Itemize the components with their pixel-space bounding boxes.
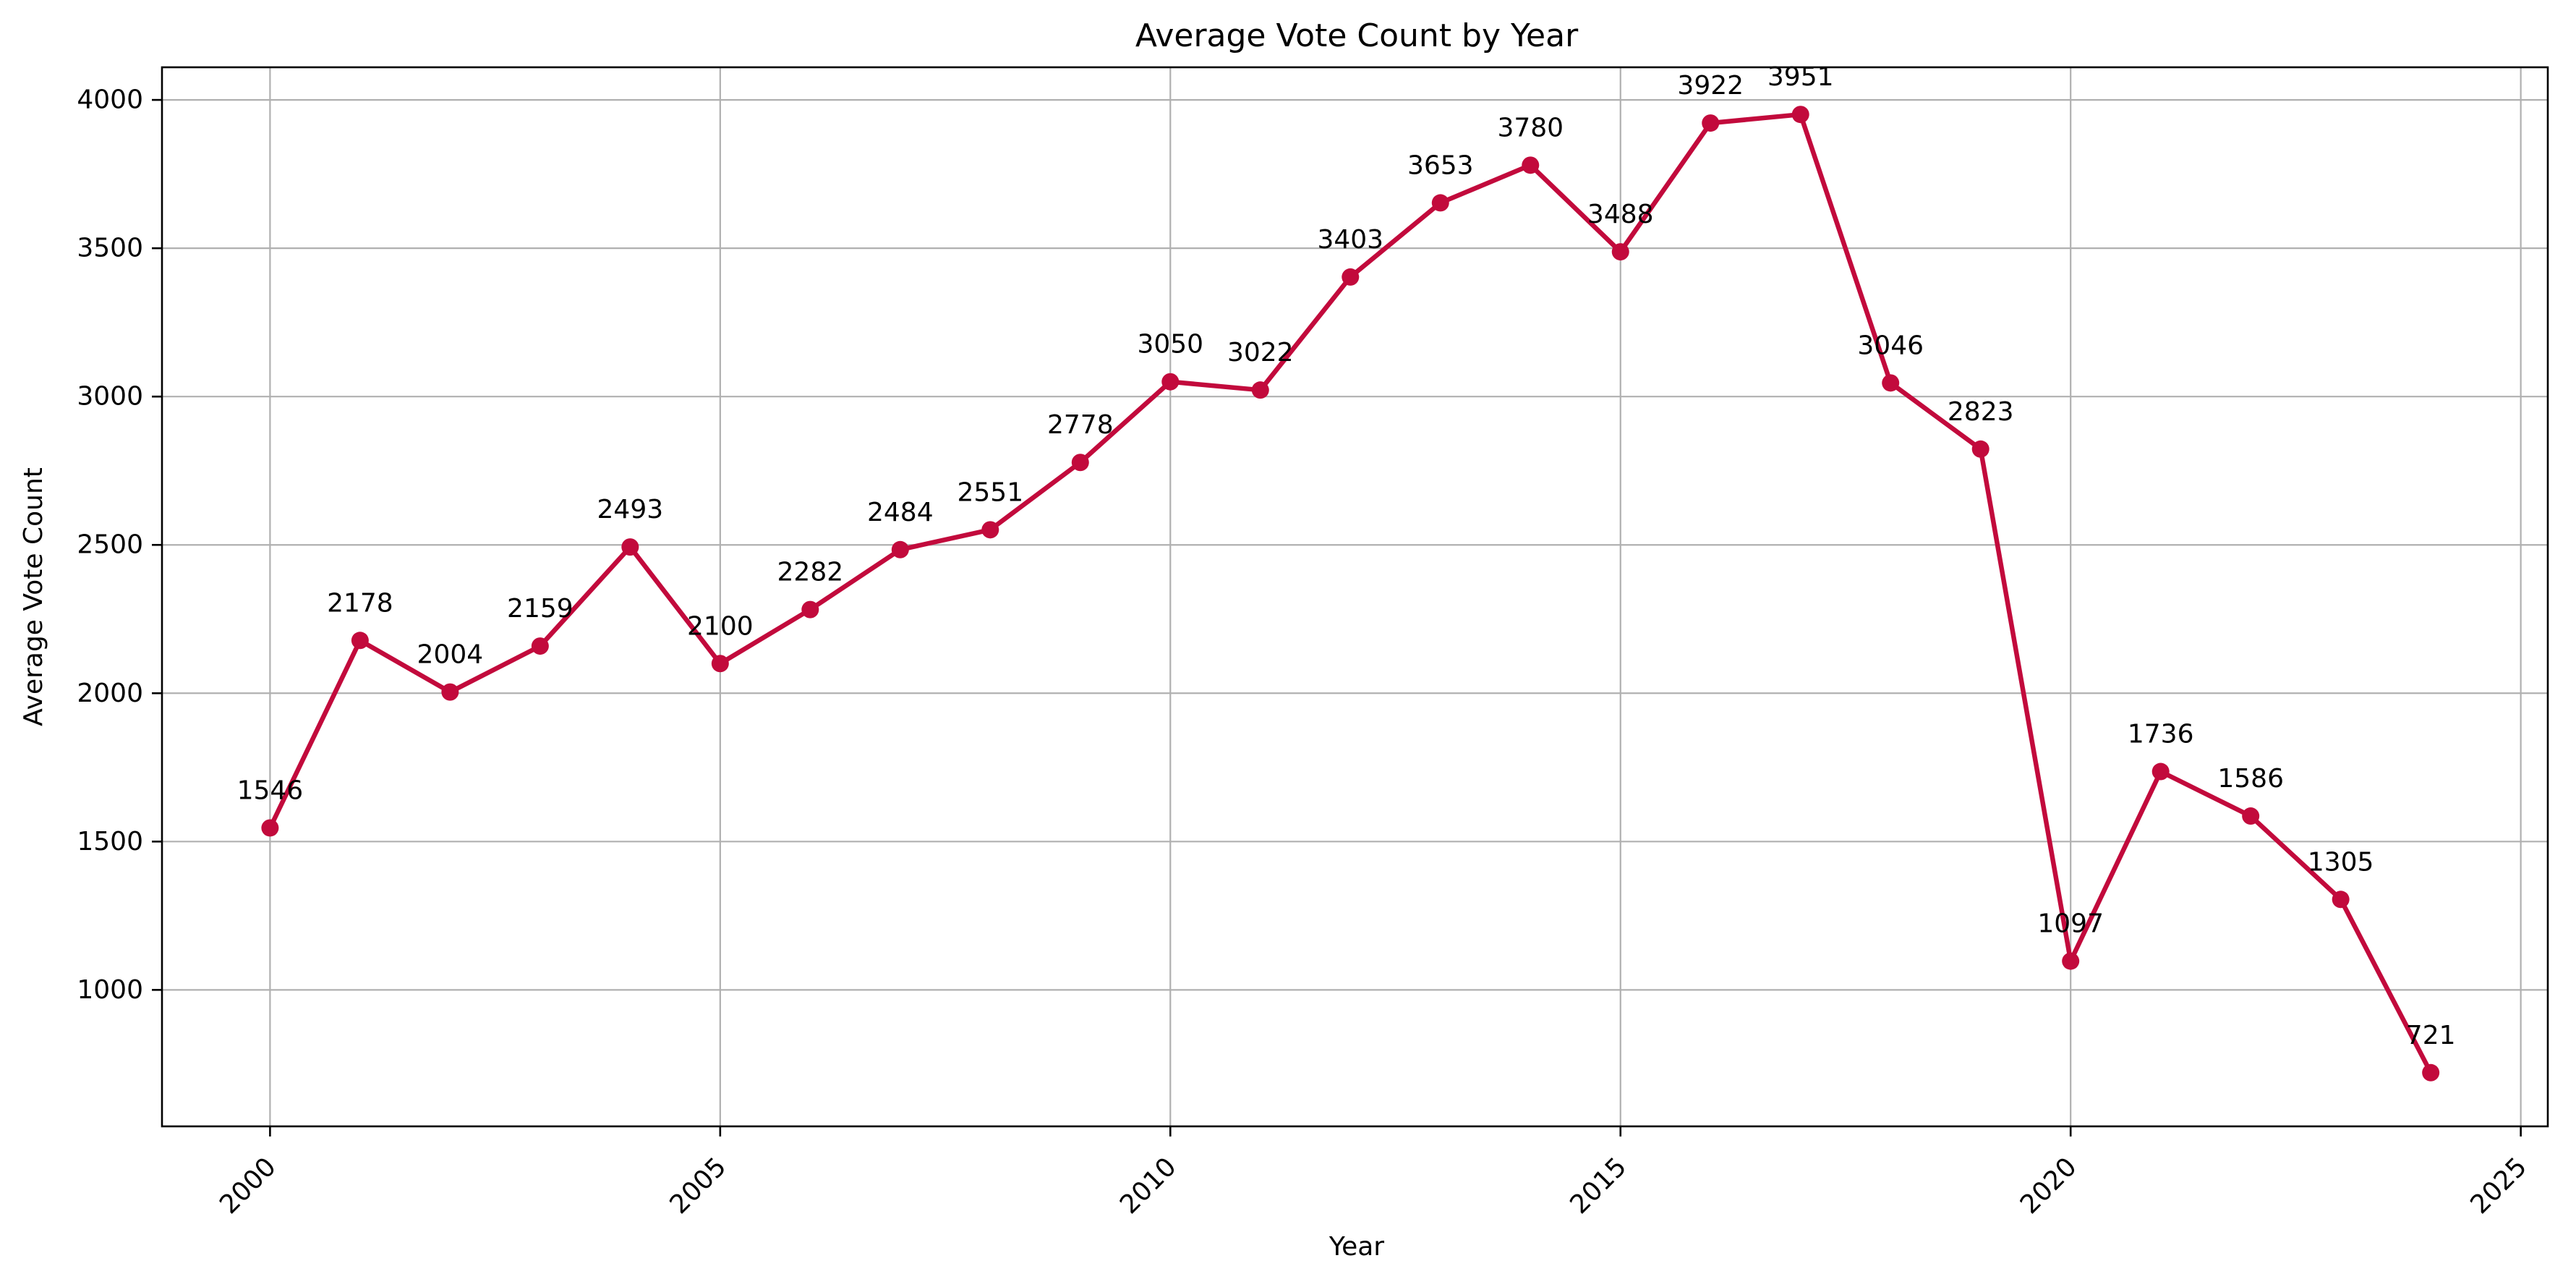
data-label: 3951 xyxy=(1767,62,1834,92)
data-labels: 1546 2178 2004 2159 2493 2100 2282 2484 2551 2778… xyxy=(237,62,2456,1050)
data-label: 3653 xyxy=(1407,150,1474,180)
data-point xyxy=(1791,106,1809,124)
y-axis-label: Average Vote Count xyxy=(19,467,48,726)
data-point xyxy=(2151,762,2170,781)
data-label: 1546 xyxy=(237,776,304,805)
data-point xyxy=(801,600,819,619)
chart-title: Average Vote Count by Year xyxy=(1135,17,1579,54)
data-point xyxy=(711,655,729,673)
data-label: 2551 xyxy=(958,477,1024,507)
data-label: 2493 xyxy=(597,495,664,524)
data-point xyxy=(1882,374,1900,392)
data-label: 721 xyxy=(2406,1021,2456,1050)
data-point xyxy=(2242,807,2260,825)
data-point xyxy=(1702,114,1720,132)
y-tick-label: 2000 xyxy=(77,679,143,708)
y-tick-label: 1500 xyxy=(77,827,143,857)
plot-frame xyxy=(161,66,2549,1128)
data-point xyxy=(1161,373,1180,391)
data-point xyxy=(1251,381,1269,399)
data-label: 3022 xyxy=(1227,338,1294,367)
x-axis-label: Year xyxy=(1328,1232,1384,1262)
data-label: 2282 xyxy=(777,558,844,587)
data-label: 2178 xyxy=(327,588,393,618)
y-tick-label: 3000 xyxy=(77,382,143,412)
data-label: 3780 xyxy=(1497,113,1564,143)
data-label: 2823 xyxy=(1948,397,2014,427)
data-label: 2004 xyxy=(417,640,484,670)
y-tick-label: 4000 xyxy=(77,85,143,115)
data-point xyxy=(261,819,279,837)
data-label: 1586 xyxy=(2217,764,2284,794)
data-point xyxy=(2332,891,2350,909)
data-point xyxy=(1971,440,1989,458)
y-tick-label: 2500 xyxy=(77,530,143,560)
data-label: 3403 xyxy=(1317,225,1383,255)
grid-lines xyxy=(162,67,2548,1126)
data-label: 2159 xyxy=(507,594,573,624)
data-point xyxy=(441,683,459,701)
data-point xyxy=(1522,156,1540,174)
y-tick-label: 3500 xyxy=(77,234,143,263)
data-point xyxy=(2422,1063,2440,1082)
data-point xyxy=(531,637,549,655)
data-point xyxy=(351,632,369,650)
data-point xyxy=(621,538,639,556)
data-label: 1305 xyxy=(2308,847,2374,877)
data-label: 1736 xyxy=(2128,720,2194,749)
data-point xyxy=(1071,454,1089,472)
data-label: 3050 xyxy=(1137,330,1203,360)
y-tick-label: 1000 xyxy=(77,975,143,1005)
data-label: 3488 xyxy=(1587,200,1654,229)
data-point xyxy=(2062,952,2080,970)
data-label: 2100 xyxy=(687,611,754,641)
data-label: 3046 xyxy=(1857,331,1924,360)
data-point xyxy=(1342,268,1360,286)
data-point xyxy=(1611,243,1629,261)
data-label: 1097 xyxy=(2037,909,2104,939)
data-label: 3922 xyxy=(1677,71,1744,101)
data-point xyxy=(981,521,999,539)
data-point xyxy=(891,540,909,558)
data-label: 2484 xyxy=(867,498,934,527)
data-label: 2778 xyxy=(1047,410,1114,440)
series-layer xyxy=(261,106,2440,1082)
data-point xyxy=(1431,194,1449,212)
